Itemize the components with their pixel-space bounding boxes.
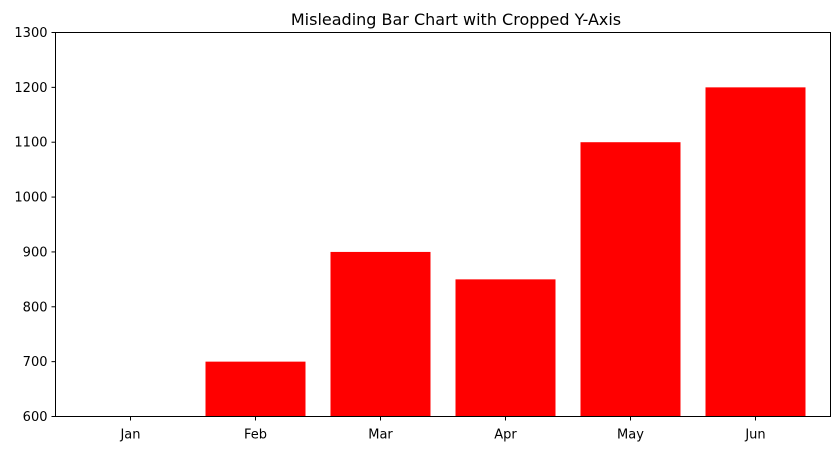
bar-mar xyxy=(330,251,431,417)
chart-title: Misleading Bar Chart with Cropped Y-Axis xyxy=(291,10,621,29)
plot-frame xyxy=(55,32,831,417)
y-tick-label: 900 xyxy=(23,245,48,260)
x-tick-label-may: May xyxy=(617,428,644,443)
bars-layer xyxy=(205,87,806,417)
bar-feb xyxy=(205,361,306,417)
x-tick-label-apr: Apr xyxy=(494,428,517,443)
x-tick-label-jan: Jan xyxy=(119,428,140,443)
y-axis-ticks: 600 700 800 900 1000 1100 1200 1300 xyxy=(14,26,56,425)
bar-jun xyxy=(705,87,806,417)
bar-may xyxy=(580,142,681,417)
x-tick-label-jun: Jun xyxy=(744,428,765,443)
x-tick-label-mar: Mar xyxy=(368,428,393,443)
bar-apr xyxy=(455,279,556,417)
y-tick-label: 1000 xyxy=(14,191,47,206)
y-tick-label: 1100 xyxy=(14,136,47,151)
y-tick-label: 800 xyxy=(23,300,48,315)
y-tick-label: 1300 xyxy=(14,26,47,41)
y-tick-label: 600 xyxy=(23,410,48,425)
y-tick-label: 700 xyxy=(23,355,48,370)
x-tick-label-feb: Feb xyxy=(244,428,267,443)
x-axis-ticks: Jan Feb Mar Apr May Jun xyxy=(119,416,766,443)
y-tick-label: 1200 xyxy=(14,81,47,96)
